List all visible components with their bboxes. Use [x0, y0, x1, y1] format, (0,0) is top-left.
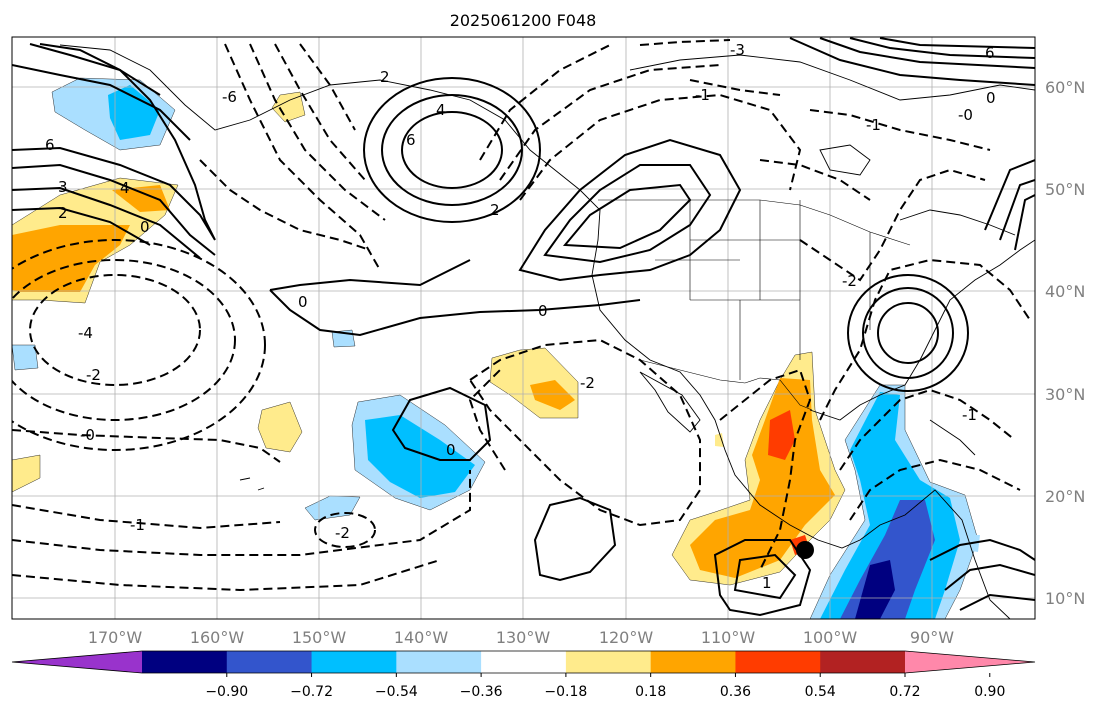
colorbar-tick-label: −0.18	[544, 684, 587, 700]
lon-label: 90°W	[910, 628, 954, 647]
colorbar: −0.90 −0.72 −0.54 −0.36 −0.18 0.18 0.36 0.54 0.7…	[11, 650, 1036, 700]
colorbar-outline	[11, 650, 1036, 674]
shade-yellow	[715, 433, 724, 447]
colorbar-tick-label: −0.54	[375, 684, 418, 700]
shade-light-blue	[12, 344, 39, 371]
graticule	[12, 37, 1035, 619]
contour-label: -2	[86, 366, 101, 384]
longitude-labels: 170°W 160°W 150°W 140°W 130°W 120°W 110°…	[88, 628, 954, 647]
contour-label: 2	[380, 68, 390, 86]
colorbar-segment	[735, 651, 821, 673]
colorbar-segment	[311, 651, 397, 673]
contour-label: -0	[80, 426, 95, 444]
colorbar-segment	[142, 651, 228, 673]
contour-label: 6	[985, 44, 995, 62]
coastlines	[59, 44, 1035, 619]
colorbar-tick-label: 0.90	[974, 684, 1005, 700]
contour-label: -2	[842, 272, 857, 290]
contour-label: 3	[58, 178, 68, 196]
contour-label: -2	[580, 374, 595, 392]
contour-label: 4	[436, 101, 446, 119]
lat-label: 40°N	[1045, 282, 1085, 301]
latitude-labels: 60°N 50°N 40°N 30°N 20°N 10°N	[1045, 78, 1085, 608]
shade-red	[768, 410, 795, 460]
shade-orange	[12, 225, 130, 292]
contour-label: 6	[45, 136, 55, 154]
contour-label: 0	[446, 441, 456, 459]
colorbar-tick-label: −0.90	[205, 684, 248, 700]
contour-label: -1	[866, 116, 881, 134]
lat-label: 10°N	[1045, 589, 1085, 608]
colorbar-tick-label: 0.54	[805, 684, 836, 700]
shade-blue	[108, 85, 160, 140]
contour-label: -4	[78, 324, 93, 342]
lon-label: 160°W	[190, 628, 245, 647]
contour-label: -0	[958, 106, 973, 124]
map-area: 6 4 3 2 0 -4 -2 -0 -1 -2 0 0 2 4 6 2 0 1…	[12, 37, 1035, 619]
colorbar-extend-min	[12, 651, 142, 673]
shade-orange	[112, 185, 170, 212]
shade-yellow	[257, 401, 303, 453]
contour-label: 0	[986, 89, 996, 107]
shade-blue	[365, 415, 475, 498]
colorbar-segment	[820, 651, 906, 673]
lat-label: 60°N	[1045, 78, 1085, 97]
contour-label: 0	[538, 302, 548, 320]
colorbar-tick-label: −0.72	[290, 684, 333, 700]
colorbar-segment	[226, 651, 313, 673]
contour-label: -2	[335, 524, 350, 542]
lat-label: 50°N	[1045, 180, 1085, 199]
lat-label: 20°N	[1045, 487, 1085, 506]
shade-navy	[855, 560, 895, 619]
colorbar-segment	[650, 651, 736, 673]
contour-label: -1	[962, 406, 977, 424]
colorbar-extend-max	[905, 651, 1035, 673]
contour-label: 1	[762, 574, 772, 592]
colorbar-segment	[481, 651, 567, 673]
shade-orange	[530, 380, 575, 410]
colorbar-tick-label: 0.36	[720, 684, 751, 700]
lat-label: 30°N	[1045, 385, 1085, 404]
contour-label: -1	[130, 516, 145, 534]
shade-yellow	[271, 91, 306, 123]
map-title: 2025061200 F048	[450, 11, 597, 30]
contour-label: 4	[120, 179, 130, 197]
contour-label: 6	[406, 131, 416, 149]
contour-label: 0	[140, 218, 150, 236]
lon-label: 140°W	[394, 628, 449, 647]
lon-label: 150°W	[292, 628, 347, 647]
colorbar-tick-label: 0.72	[889, 684, 920, 700]
storm-center-marker	[796, 541, 814, 559]
contour-label: -1	[695, 86, 710, 104]
map-frame	[11, 36, 1036, 620]
colorbar-tick-label: −0.36	[460, 684, 503, 700]
lon-label: 120°W	[599, 628, 654, 647]
lon-label: 170°W	[88, 628, 143, 647]
shade-yellow	[12, 454, 41, 493]
colorbar-segment	[396, 651, 482, 673]
contour-label: 2	[490, 201, 500, 219]
contour-label: -3	[730, 41, 745, 59]
contour-label: 0	[298, 293, 308, 311]
lon-label: 130°W	[496, 628, 551, 647]
lon-label: 110°W	[701, 628, 756, 647]
contour-label: 2	[58, 204, 68, 222]
contour-label: -6	[222, 88, 237, 106]
lon-label: 100°W	[803, 628, 858, 647]
contour-labels: 6 4 3 2 0 -4 -2 -0 -1 -2 0 0 2 4 6 2 0 1…	[45, 41, 996, 592]
contour-lines	[12, 37, 1035, 617]
colorbar-tick-label: 0.18	[635, 684, 666, 700]
colorbar-segment	[565, 651, 652, 673]
